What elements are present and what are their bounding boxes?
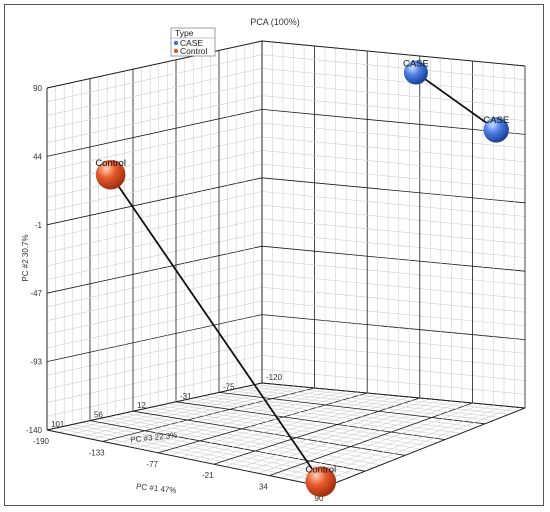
point-label: Control xyxy=(95,158,126,169)
point-label: CASE xyxy=(483,115,509,126)
y-tick-label: -47 xyxy=(30,289,42,298)
z-axis-ticks: 101 56 12 -31 -75 -120 xyxy=(51,373,283,429)
x-tick-label: 34 xyxy=(259,483,268,492)
y-axis-ticks: -140 -93 -47 -1 44 90 xyxy=(26,84,43,435)
legend-entry-case: CASE xyxy=(180,38,203,48)
y-tick-label: -93 xyxy=(30,358,42,367)
x-tick-label: -77 xyxy=(146,460,158,469)
z-tick-label: 101 xyxy=(51,420,65,429)
data-points: CASE CASE Control Control xyxy=(95,59,509,497)
z-tick-label: -31 xyxy=(180,392,192,401)
y-tick-label: 44 xyxy=(33,152,42,161)
point-control xyxy=(95,159,126,190)
y-tick-label: 90 xyxy=(33,84,42,93)
z-tick-label: -75 xyxy=(223,382,235,391)
legend: Type CASE Control xyxy=(170,27,216,57)
point-case xyxy=(483,117,509,143)
point-label: CASE xyxy=(403,59,429,70)
z-tick-label: 12 xyxy=(137,401,146,410)
connector-line xyxy=(109,174,322,483)
legend-entry-control: Control xyxy=(180,46,208,56)
x-tick-label: -190 xyxy=(33,437,50,446)
x-tick-label: -21 xyxy=(202,471,214,480)
chart-title: PCA (100%) xyxy=(250,17,300,27)
legend-control-marker xyxy=(173,48,179,54)
point-label: Control xyxy=(305,464,336,475)
chart-walls xyxy=(46,40,526,488)
legend-box xyxy=(170,27,216,57)
x-tick-label: 90 xyxy=(315,494,324,503)
point-case xyxy=(403,60,428,85)
z-tick-label: 56 xyxy=(94,411,103,420)
connecting-lines xyxy=(109,71,497,483)
chart-frame xyxy=(4,4,544,506)
point-control xyxy=(305,466,337,497)
x-axis-label: PC #1 47% xyxy=(136,482,177,495)
y-axis-label: PC #2 30.7% xyxy=(21,234,30,281)
x-tick-label: -133 xyxy=(89,448,106,457)
z-tick-label: -120 xyxy=(266,373,283,382)
legend-case-marker xyxy=(173,40,179,46)
x-axis-ticks: -190 -133 -77 -21 34 90 xyxy=(33,437,324,503)
y-tick-label: -1 xyxy=(35,221,43,230)
legend-title: Type xyxy=(175,28,194,38)
connector-line xyxy=(415,71,497,131)
y-tick-label: -140 xyxy=(26,426,43,435)
